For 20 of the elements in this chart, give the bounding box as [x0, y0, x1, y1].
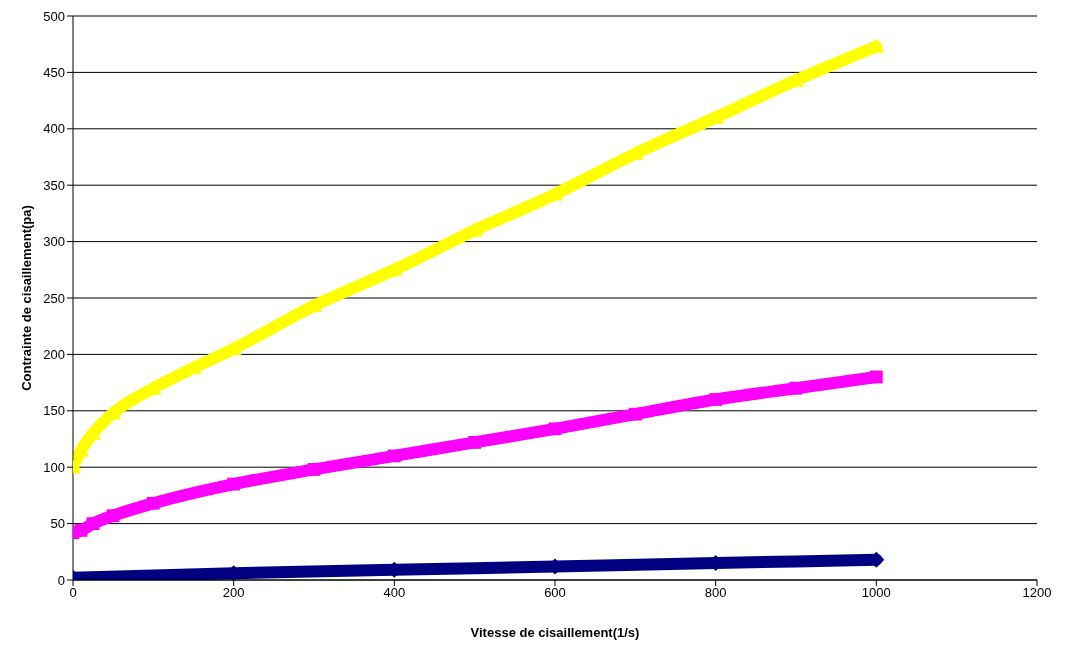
- y-axis-title: Contrainte de cisaillement(pa): [18, 205, 34, 391]
- y-tick-label: 50: [50, 516, 65, 532]
- y-tick-label: 500: [43, 8, 65, 24]
- y-tick-label: 300: [43, 234, 65, 250]
- x-axis-title: Vitesse de cisaillement(1/s): [470, 625, 640, 641]
- y-tick-label: 450: [43, 65, 65, 81]
- y-tick-label: 400: [43, 121, 65, 137]
- x-tick-label: 1200: [1022, 585, 1052, 601]
- x-tick-label: 400: [383, 585, 406, 601]
- y-tick-label: 0: [57, 572, 65, 588]
- x-tick-label: 600: [544, 585, 566, 601]
- y-tick-label: 250: [43, 290, 65, 306]
- y-tick-label: 200: [43, 347, 65, 363]
- y-tick-label: 350: [43, 177, 65, 193]
- y-tick-label: 100: [43, 459, 65, 475]
- x-tick-label: 1000: [861, 585, 891, 601]
- x-tick-label: 800: [704, 585, 727, 601]
- x-tick-label: 0: [69, 585, 77, 601]
- x-tick-label: 200: [222, 585, 245, 601]
- y-tick-label: 150: [43, 403, 65, 419]
